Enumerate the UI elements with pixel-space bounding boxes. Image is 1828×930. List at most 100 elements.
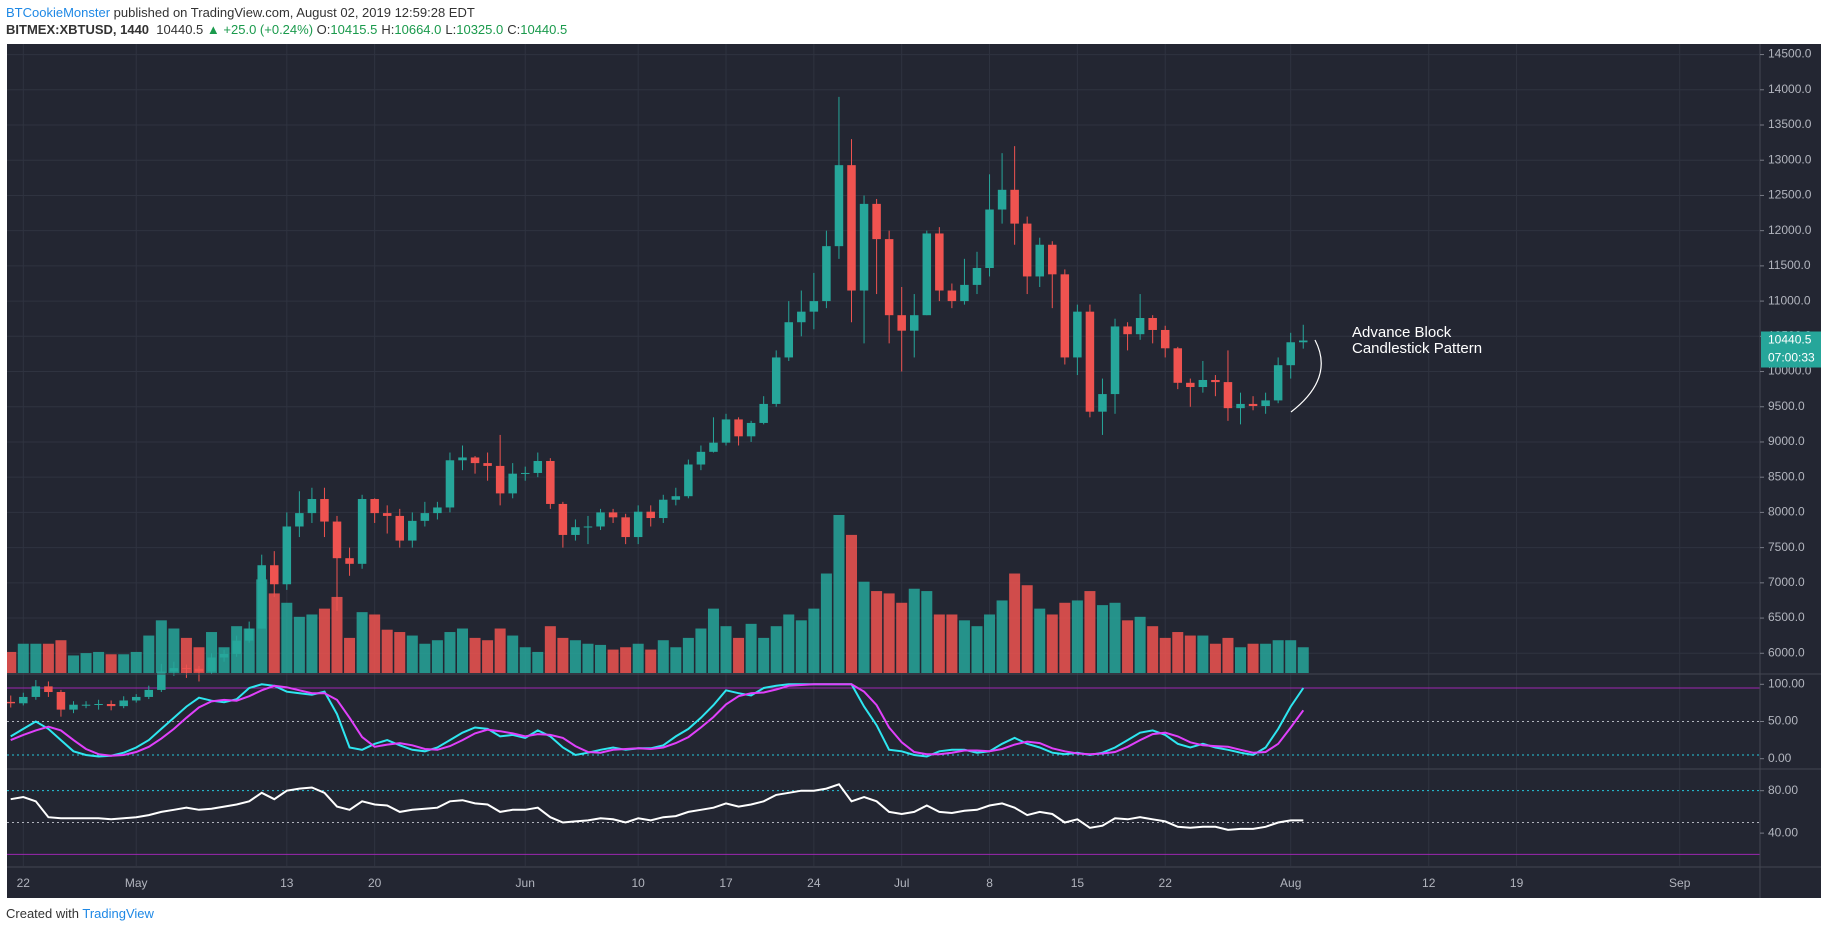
volume-bar xyxy=(306,614,318,673)
y-tick-label: 11000.0 xyxy=(1768,293,1811,307)
volume-bar xyxy=(858,581,870,673)
x-tick-label: 24 xyxy=(807,876,821,890)
candle-body xyxy=(395,515,405,541)
candle-body xyxy=(533,460,543,473)
candle-body xyxy=(19,696,28,704)
volume-bar xyxy=(1285,640,1297,673)
header: BTCookieMonster published on TradingView… xyxy=(6,4,571,38)
candle-body xyxy=(307,499,317,514)
volume-bar xyxy=(431,640,443,673)
x-tick-label: 8 xyxy=(986,876,993,890)
candle-body xyxy=(847,165,856,291)
candle-body xyxy=(809,301,819,312)
y-tick-label: 40.00 xyxy=(1768,825,1798,839)
volume-bar xyxy=(783,614,795,673)
candle-body xyxy=(1286,342,1295,366)
candle-body xyxy=(1035,244,1044,277)
chart-background xyxy=(7,44,1821,898)
volume-bar xyxy=(469,637,481,673)
volume-bar xyxy=(1059,602,1071,673)
x-tick-label: 22 xyxy=(1159,876,1173,890)
candle-body xyxy=(207,657,216,672)
candle-body xyxy=(483,463,492,466)
candle-body xyxy=(1148,317,1157,330)
volume-bar xyxy=(1184,635,1196,673)
candle-body xyxy=(332,521,342,559)
candle-body xyxy=(1110,326,1120,395)
candle-body xyxy=(884,239,894,316)
candle-body xyxy=(257,565,266,629)
volume-bar xyxy=(657,640,669,673)
volume-bar xyxy=(1209,643,1221,673)
candle-body xyxy=(345,558,354,564)
candle-body xyxy=(169,668,179,672)
volume-bar xyxy=(344,637,356,673)
volume-bar xyxy=(1046,614,1058,673)
volume-bar xyxy=(1034,608,1046,673)
candle-body xyxy=(909,315,919,331)
candle-body xyxy=(7,701,15,704)
candle-body xyxy=(382,513,392,516)
candle-body xyxy=(1198,379,1208,388)
volume-bar xyxy=(42,643,54,673)
candle-body xyxy=(219,653,229,658)
chart: Advance Block Candlestick Pattern 22 May 1… xyxy=(7,44,1821,898)
brand[interactable]: TradingView xyxy=(82,906,154,921)
y-tick-label: 14500.0 xyxy=(1768,47,1812,61)
candle-body xyxy=(131,696,141,701)
candle-body xyxy=(56,692,66,710)
candle-body xyxy=(558,503,568,535)
candle-body xyxy=(759,403,768,423)
x-tick-label: Aug xyxy=(1280,876,1301,890)
candle-body xyxy=(1085,311,1095,412)
last: 10440.5 xyxy=(156,22,204,37)
author[interactable]: BTCookieMonster xyxy=(6,5,111,20)
volume-bar xyxy=(1071,600,1083,673)
candle-body xyxy=(709,442,718,452)
candle-body xyxy=(1073,311,1082,358)
candle-body xyxy=(671,496,681,500)
footer: Created with TradingView xyxy=(6,906,154,921)
candle-body xyxy=(721,419,731,443)
annotation: Advance Block xyxy=(1352,324,1452,341)
x-tick-label: 12 xyxy=(1422,876,1436,890)
candle-body xyxy=(433,507,442,514)
candle-body xyxy=(182,668,191,670)
volume-bar xyxy=(67,655,79,673)
volume-bar xyxy=(808,608,820,673)
change: +25.0 (+0.24%) xyxy=(223,22,314,37)
volume-bar xyxy=(80,653,92,673)
x-tick-label: 19 xyxy=(1510,876,1524,890)
volume-bar xyxy=(1122,620,1134,673)
candle-body xyxy=(1248,403,1258,407)
candle-body xyxy=(1098,394,1107,412)
volume-bar xyxy=(30,643,42,673)
volume-bar xyxy=(908,588,920,673)
volume-bar xyxy=(482,640,494,673)
volume-bar xyxy=(118,654,130,673)
candle-body xyxy=(771,357,781,404)
candle-body xyxy=(232,640,241,654)
candle-body xyxy=(1273,365,1283,401)
volume-bar xyxy=(1096,605,1108,673)
volume-bar xyxy=(1159,637,1171,673)
candle-body xyxy=(69,704,78,710)
volume-bar xyxy=(7,651,17,673)
candle-body xyxy=(997,189,1007,210)
volume-bar xyxy=(507,635,519,673)
volume-bar xyxy=(1222,637,1234,673)
x-tick-label: Jul xyxy=(894,876,909,890)
candle-body xyxy=(270,565,279,585)
y-tick-label: 7500.0 xyxy=(1768,540,1805,554)
candle-body xyxy=(935,233,944,291)
volume-bar xyxy=(1084,591,1096,673)
candle-body xyxy=(1186,382,1195,388)
volume-bar xyxy=(318,608,330,673)
candle-body xyxy=(1299,340,1308,343)
volume-bar xyxy=(1172,632,1184,673)
volume-bar xyxy=(569,640,581,673)
volume-bar xyxy=(130,651,142,673)
candle-body xyxy=(408,520,417,541)
candle-body xyxy=(696,451,706,465)
candle-body xyxy=(44,686,53,693)
